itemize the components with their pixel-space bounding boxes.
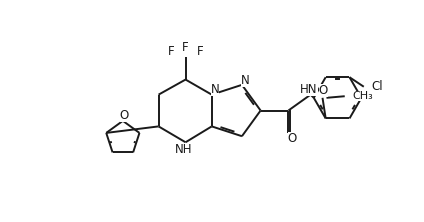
- Text: NH: NH: [175, 143, 193, 156]
- Text: CH₃: CH₃: [353, 91, 374, 101]
- Text: O: O: [288, 132, 297, 145]
- Text: F: F: [182, 41, 189, 54]
- Text: N: N: [211, 83, 219, 96]
- Text: F: F: [197, 45, 203, 58]
- Text: HN: HN: [300, 83, 318, 96]
- Text: O: O: [120, 109, 129, 122]
- Text: N: N: [241, 73, 249, 87]
- Text: O: O: [319, 84, 328, 97]
- Text: Cl: Cl: [372, 80, 383, 93]
- Text: F: F: [168, 45, 175, 58]
